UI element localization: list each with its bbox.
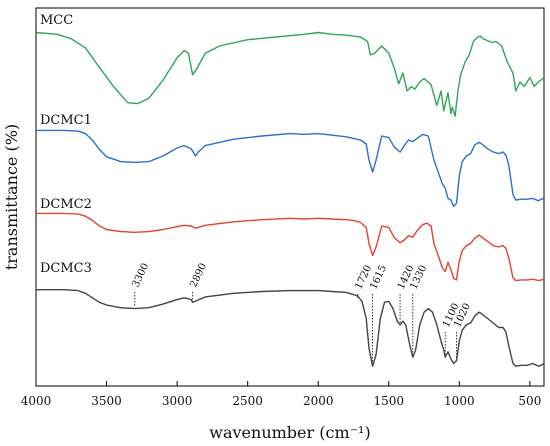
peak-label-2890: 2890 bbox=[188, 262, 209, 290]
series-line-dcmc2 bbox=[36, 212, 545, 282]
series-label-dcmc2: DCMC2 bbox=[40, 197, 92, 212]
y-axis-title: transmittance (%) bbox=[2, 124, 21, 270]
series-line-dcmc1 bbox=[36, 129, 545, 208]
series-line-dcmc3 bbox=[36, 289, 545, 367]
series-layer: MCC DCMC1 DCMC2 DCMC3 bbox=[35, 13, 545, 367]
x-axis-title: wavenumber (cm⁻¹) bbox=[209, 423, 370, 442]
series-label-dcmc1: DCMC1 bbox=[40, 113, 92, 128]
x-tick-label-1000: 1000 bbox=[444, 394, 475, 408]
x-tick-label-4000: 4000 bbox=[21, 394, 52, 408]
x-tick-label-3000: 3000 bbox=[162, 394, 193, 408]
x-tick-label-500: 500 bbox=[518, 394, 541, 408]
series-line-mcc bbox=[35, 31, 545, 117]
x-tick-label-3500: 3500 bbox=[91, 394, 122, 408]
peak-label-3300: 3300 bbox=[131, 262, 152, 290]
x-tick-label-1500: 1500 bbox=[374, 394, 405, 408]
series-label-mcc: MCC bbox=[40, 13, 73, 28]
x-tick-label-2000: 2000 bbox=[303, 394, 334, 408]
series-label-dcmc3: DCMC3 bbox=[40, 261, 92, 276]
x-axis-ticks: 4000 3500 3000 2500 2000 1500 1000 500 bbox=[21, 381, 541, 408]
plot-frame bbox=[35, 7, 545, 387]
x-tick-label-2500: 2500 bbox=[232, 394, 263, 408]
